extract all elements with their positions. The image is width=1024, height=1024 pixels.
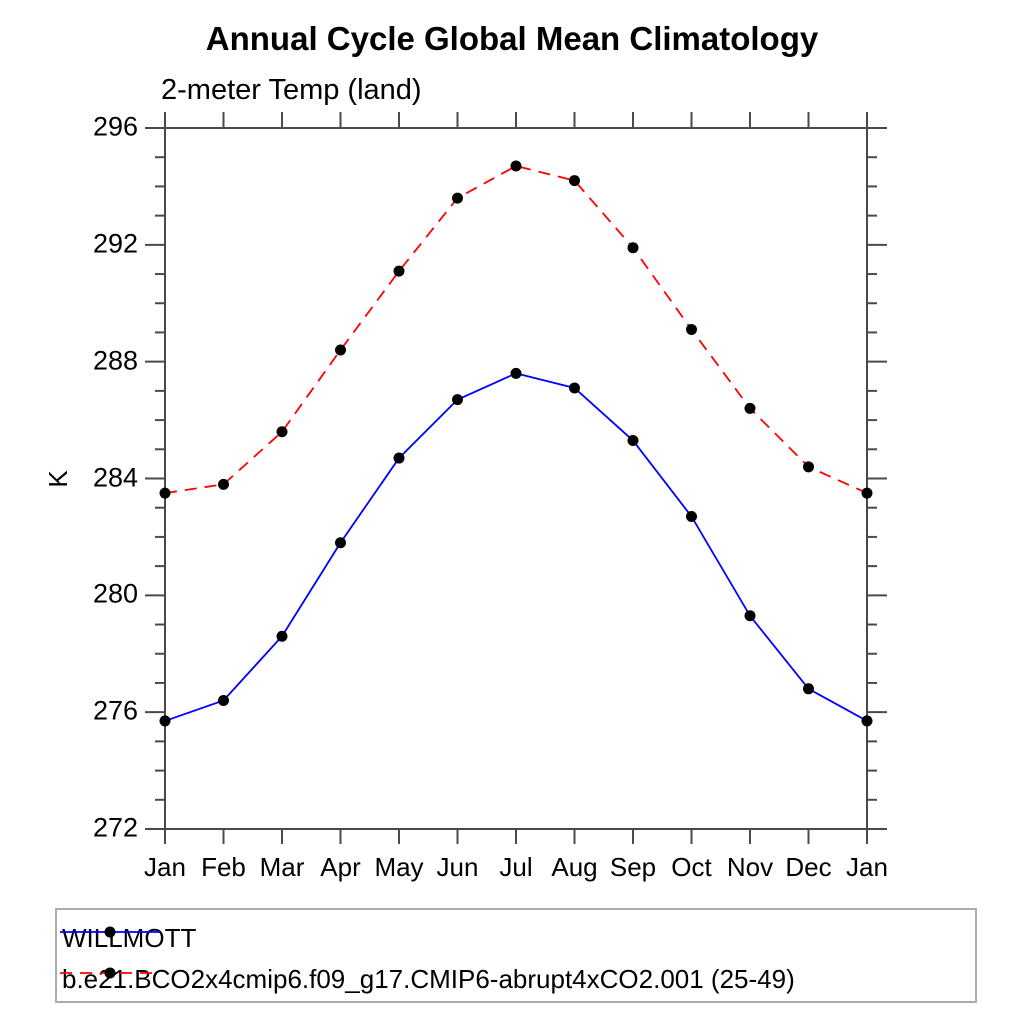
x-tick-label: May [374,852,424,882]
data-point-marker [861,487,873,499]
x-tick-label: Dec [785,852,832,882]
data-point-marker [393,452,405,464]
data-point-marker [569,382,580,394]
data-point-marker [276,426,288,438]
data-point-marker [803,461,814,473]
x-tick-label: Apr [320,852,361,882]
chart-subtitle: 2-meter Temp (land) [161,74,422,106]
x-tick-label: Feb [201,852,246,882]
x-tick-label: Jul [499,852,533,882]
legend-item: WILLMOTT [58,922,197,953]
data-point-marker [276,630,288,642]
x-tick-label: Mar [259,852,305,882]
data-point-marker [510,367,522,379]
data-point-marker [510,160,522,172]
data-point-marker [569,175,580,187]
data-point-marker [159,487,171,499]
data-point-marker [218,694,229,706]
y-tick-label: 296 [92,111,138,142]
data-point-marker [452,394,463,406]
legend-marker [104,967,116,979]
x-tick-label: Jan [846,852,888,882]
y-tick-label: 284 [92,461,138,492]
data-point-marker [218,478,229,490]
x-tick-label: Jan [144,852,186,882]
series-line-0 [164,372,868,722]
series-line-1 [164,165,868,494]
data-point-marker [686,510,697,522]
x-tick-label: Nov [726,852,774,882]
data-point-marker [335,344,346,356]
legend-marker [104,926,116,938]
data-point-marker [159,715,171,727]
data-point-marker [627,435,639,447]
x-tick-label: Oct [671,852,712,882]
data-point-marker [744,402,756,414]
data-point-marker [861,715,873,727]
x-tick-label: Aug [551,852,598,882]
data-point-marker [686,324,697,336]
y-tick-label: 288 [92,344,138,375]
legend-label: WILLMOTT [62,922,197,953]
data-point-marker [744,610,756,622]
y-tick-label: 276 [92,695,138,726]
plot-frame [164,127,868,830]
legend-box: WILLMOTT b.e21.BCO2x4cmip6.f09_g17.CMIP6-… [55,908,977,1003]
y-tick-label: 280 [92,578,138,609]
data-point-marker [393,265,405,277]
data-point-marker [627,242,639,254]
y-tick-label: 272 [92,812,138,843]
data-point-marker [452,192,463,204]
legend-line-sample [60,967,160,979]
x-tick-label: Jun [436,852,479,882]
legend-label: b.e21.BCO2x4cmip6.f09_g17.CMIP6-abrupt4x… [62,963,795,994]
legend-item: b.e21.BCO2x4cmip6.f09_g17.CMIP6-abrupt4x… [58,963,795,994]
y-tick-label: 292 [92,228,138,259]
legend-line-sample [60,926,160,938]
data-point-marker [335,537,346,549]
chart-title: Annual Cycle Global Mean Climatology [205,20,819,57]
data-point-marker [803,683,814,695]
x-tick-label: Sep [609,852,657,882]
